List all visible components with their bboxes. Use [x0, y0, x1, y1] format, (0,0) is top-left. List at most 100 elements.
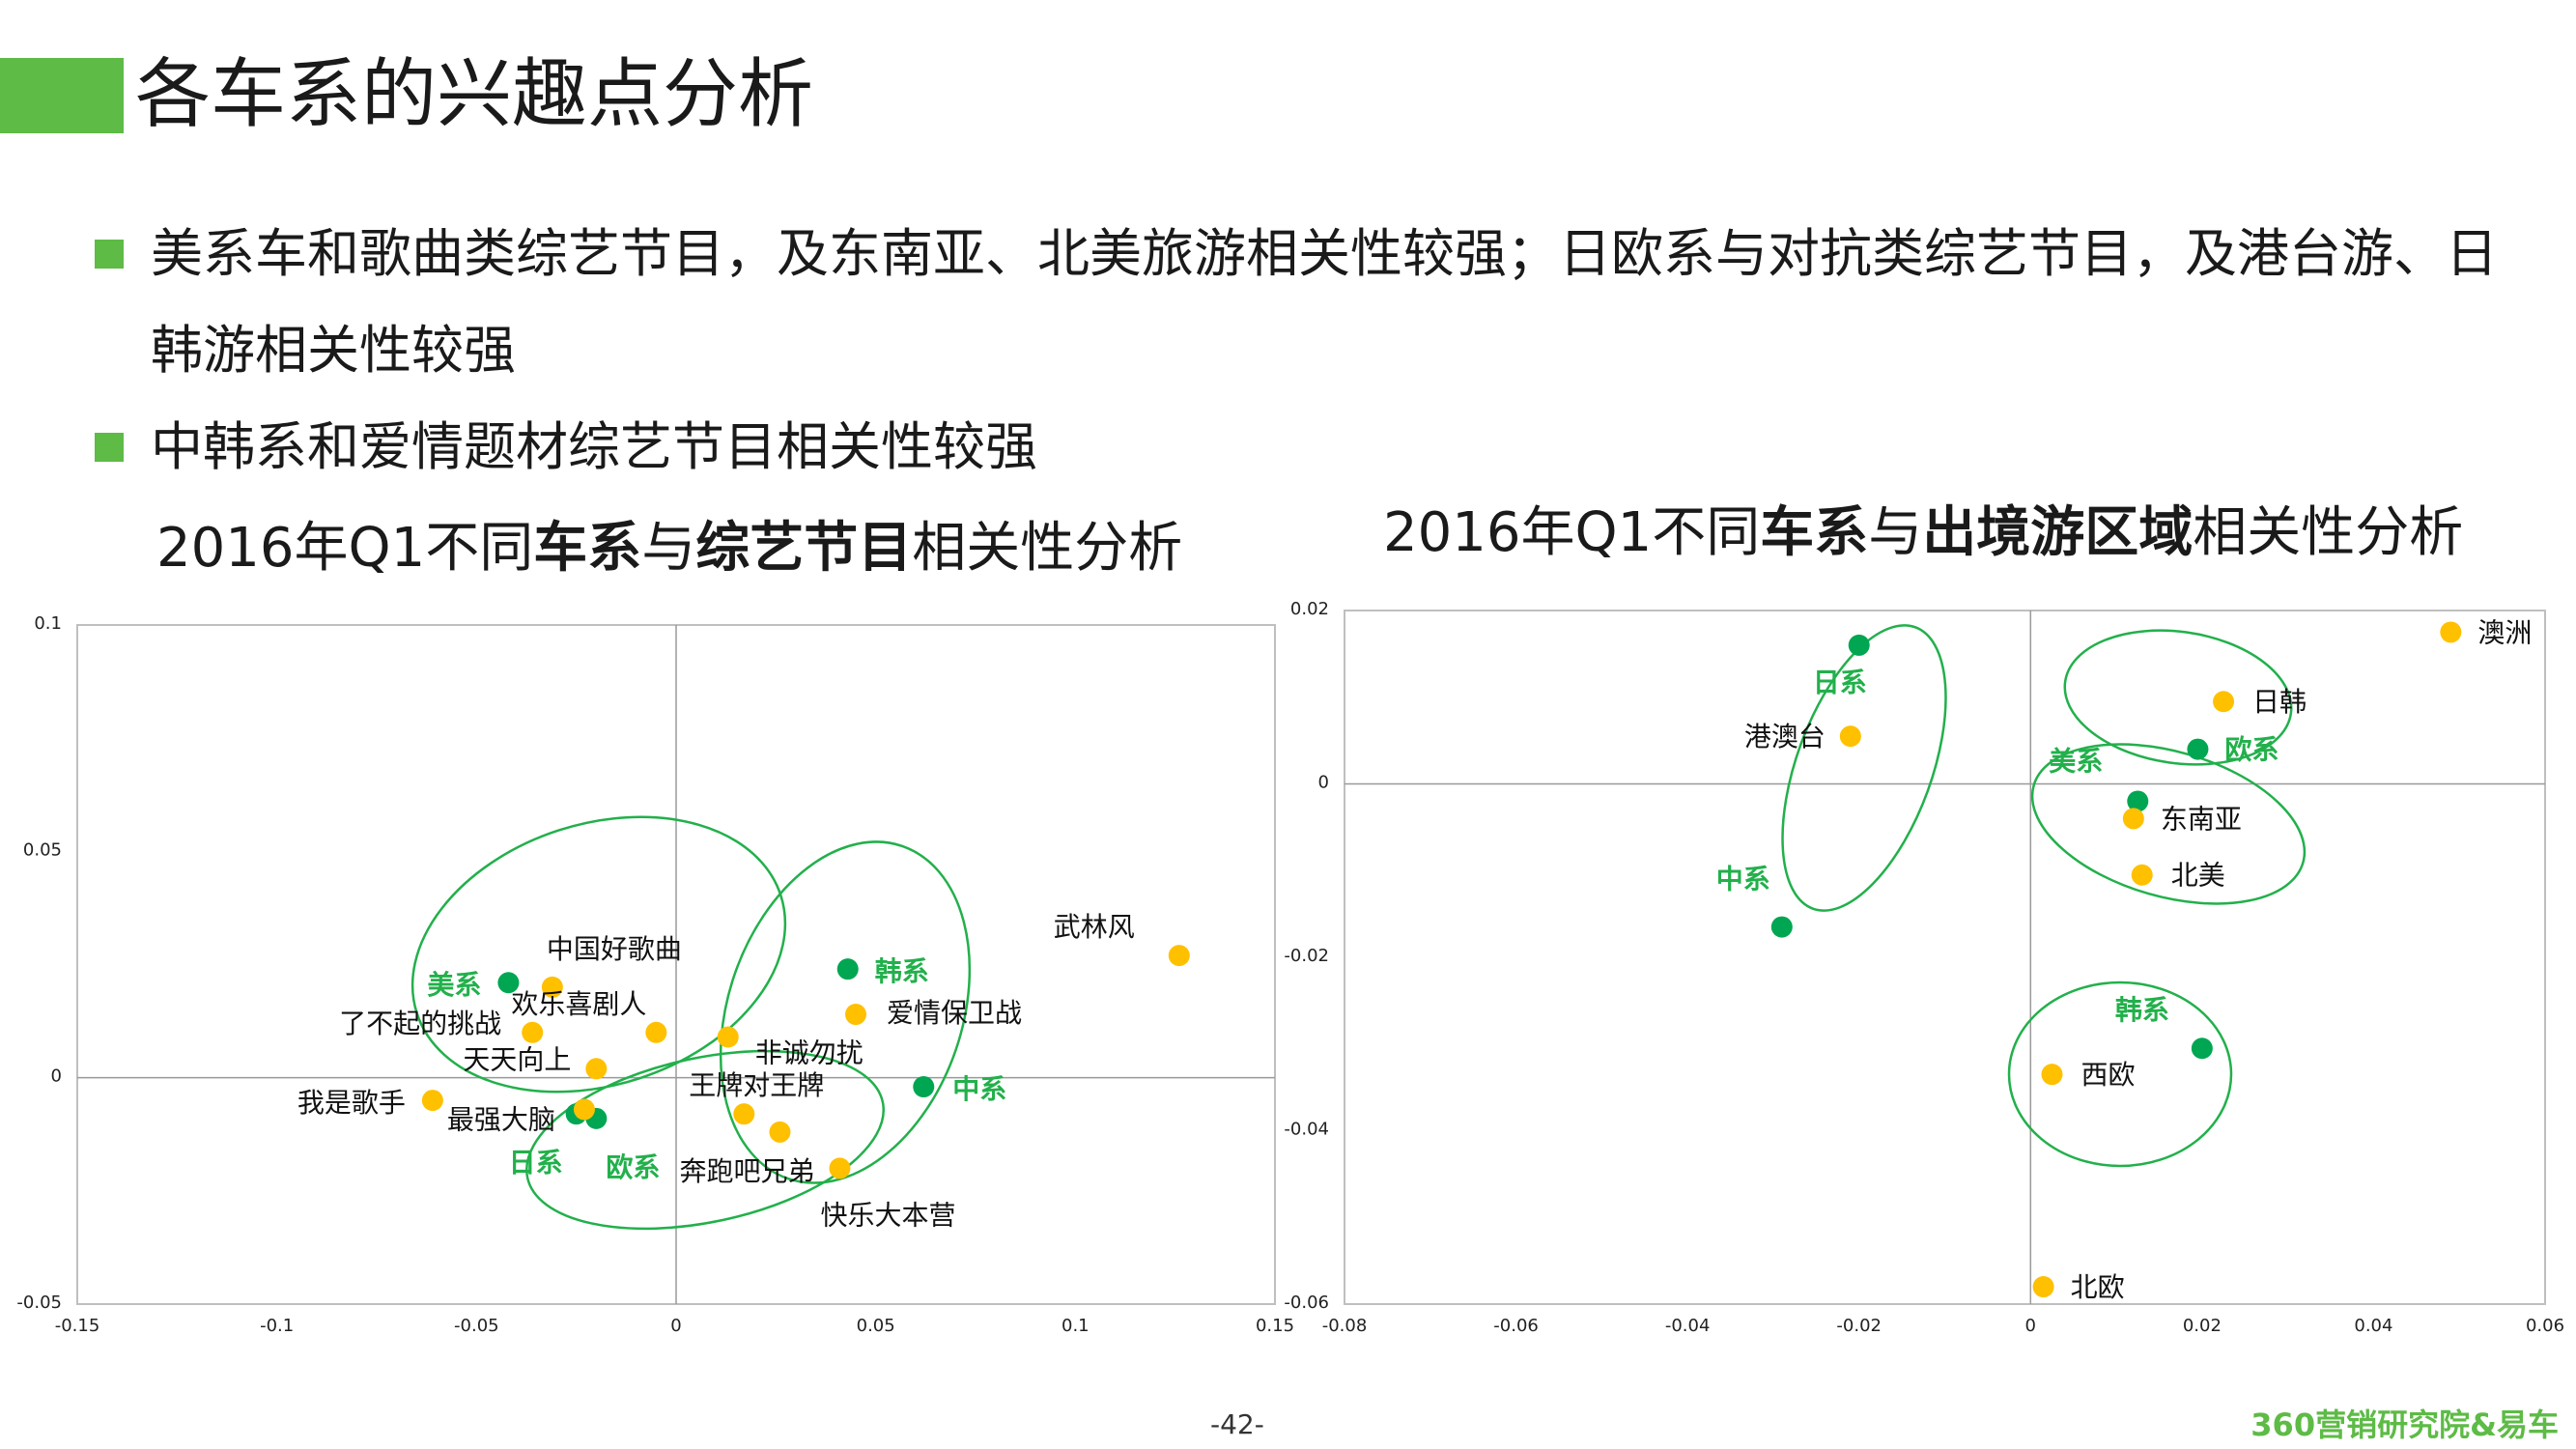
chart-title-part: 相关性分析 — [2193, 501, 2464, 564]
interest-label: 我是歌手 — [297, 1087, 406, 1119]
y-tick-label: 0 — [1318, 773, 1329, 793]
interest-point — [845, 1004, 866, 1026]
cluster-ellipse — [525, 1049, 885, 1231]
interest-point — [421, 1090, 443, 1112]
interest-label: 爱情保卫战 — [887, 997, 1022, 1029]
brand-label: 中系 — [1716, 864, 1770, 895]
x-tick-label: 0.1 — [1062, 1316, 1090, 1336]
brand-label: 韩系 — [875, 955, 929, 987]
brand-label: 欧系 — [606, 1151, 660, 1183]
interest-point — [733, 1103, 755, 1125]
chart-title-part: 综艺节目 — [695, 517, 913, 580]
interest-label: 天天向上 — [463, 1043, 571, 1075]
brand-label: 韩系 — [2115, 994, 2169, 1026]
interest-label: 港澳台 — [1744, 721, 1826, 753]
chart-title-part: 相关性分析 — [912, 517, 1183, 580]
interest-point — [645, 1021, 667, 1043]
x-tick-label: -0.04 — [1665, 1316, 1711, 1336]
interest-point — [2440, 621, 2462, 643]
interest-label: 北欧 — [2071, 1271, 2125, 1303]
brand-point — [2187, 738, 2209, 760]
x-tick-label: -0.08 — [1322, 1316, 1368, 1336]
chart-title-part: 车系 — [1760, 501, 1869, 564]
interest-point — [2131, 864, 2153, 886]
chart-title-part: 与 — [641, 517, 696, 580]
title-accent-bar — [0, 58, 124, 133]
interest-point — [717, 1026, 739, 1048]
bullet-marker — [95, 433, 124, 462]
cluster-ellipse — [2007, 980, 2233, 1168]
interest-label: 北美 — [2171, 860, 2225, 892]
cluster-ellipse — [2063, 629, 2293, 766]
footer-brand: 360营销研究院&易车 — [2250, 1406, 2559, 1443]
brand-point — [836, 958, 859, 980]
interest-label: 西欧 — [2081, 1059, 2135, 1091]
brand-point — [497, 972, 520, 994]
brand-label: 中系 — [952, 1073, 1006, 1105]
interest-point — [585, 1058, 608, 1080]
x-tick-label: 0.05 — [857, 1316, 895, 1336]
x-tick-label: 0 — [2025, 1316, 2036, 1336]
brand-label: 欧系 — [2224, 734, 2279, 766]
interest-point — [1168, 945, 1190, 967]
page-title: 各车系的兴趣点分析 — [135, 51, 814, 138]
cluster-ellipse — [719, 840, 972, 1184]
chart-title-part: 2016年Q1不同 — [1383, 501, 1761, 564]
interest-label: 欢乐喜剧人 — [511, 988, 646, 1020]
brand-point — [1770, 916, 1793, 938]
interest-label: 中国好歌曲 — [547, 933, 682, 965]
page-number: -42- — [1210, 1408, 1264, 1440]
interest-label: 非诚勿扰 — [755, 1037, 863, 1068]
interest-label: 日韩 — [2252, 686, 2307, 718]
brand-point — [2127, 790, 2149, 812]
chart-title-part: 与 — [1868, 501, 1923, 564]
cluster-ellipse — [1781, 624, 1947, 912]
y-tick-label: -0.06 — [1284, 1293, 1329, 1313]
interest-point — [2032, 1276, 2054, 1298]
x-tick-label: 0.06 — [2526, 1316, 2564, 1336]
x-tick-label: -0.06 — [1493, 1316, 1539, 1336]
x-tick-label: 0.02 — [2183, 1316, 2222, 1336]
brand-point — [1848, 634, 1870, 656]
brand-label: 日系 — [509, 1147, 563, 1179]
x-tick-label: -0.02 — [1836, 1316, 1882, 1336]
brand-label: 日系 — [1813, 667, 1867, 698]
brand-label: 美系 — [2049, 745, 2103, 777]
bullet-text: 美系车和歌曲类综艺节目，及东南亚、北美旅游相关性较强；日欧系与对抗类综艺节目，及… — [151, 223, 2498, 381]
y-tick-label: 0 — [51, 1066, 62, 1087]
y-tick-label: 0.1 — [34, 613, 62, 634]
interest-label: 王牌对王牌 — [689, 1069, 824, 1101]
x-tick-label: -0.05 — [454, 1316, 499, 1336]
interest-label: 东南亚 — [2161, 803, 2242, 835]
interest-point — [1839, 725, 1861, 748]
brand-label: 美系 — [427, 969, 481, 1001]
x-tick-label: -0.15 — [55, 1316, 100, 1336]
x-tick-label: 0.04 — [2354, 1316, 2392, 1336]
chart-title-part: 车系 — [533, 517, 642, 580]
brand-point — [913, 1076, 935, 1098]
x-tick-label: 0.15 — [1256, 1316, 1294, 1336]
interest-point — [522, 1021, 544, 1043]
chart-title-part: 出境游区域 — [1922, 501, 2194, 564]
x-tick-label: -0.1 — [260, 1316, 294, 1336]
interest-point — [2122, 808, 2144, 830]
chart-title-variety: 2016年Q1不同车系与综艺节目相关性分析 — [156, 515, 1182, 582]
cluster-ellipse — [410, 815, 787, 1094]
y-tick-label: -0.04 — [1284, 1120, 1329, 1140]
interest-label: 奔跑吧兄弟 — [679, 1155, 814, 1187]
interest-point — [2041, 1064, 2063, 1086]
chart-title-part: 2016年Q1不同 — [156, 517, 534, 580]
chart-title-travel: 2016年Q1不同车系与出境游区域相关性分析 — [1383, 499, 2463, 567]
interest-point — [2213, 691, 2235, 713]
interest-label: 最强大脑 — [447, 1103, 555, 1135]
y-tick-label: 0.05 — [23, 839, 62, 860]
x-tick-label: 0 — [670, 1316, 681, 1336]
interest-label: 澳洲 — [2477, 616, 2532, 648]
interest-point — [829, 1157, 851, 1179]
interest-label: 武林风 — [1054, 911, 1135, 943]
plot-frame — [1344, 610, 2546, 1305]
brand-point — [2191, 1037, 2213, 1060]
interest-point — [769, 1121, 791, 1143]
interest-point — [541, 976, 563, 998]
